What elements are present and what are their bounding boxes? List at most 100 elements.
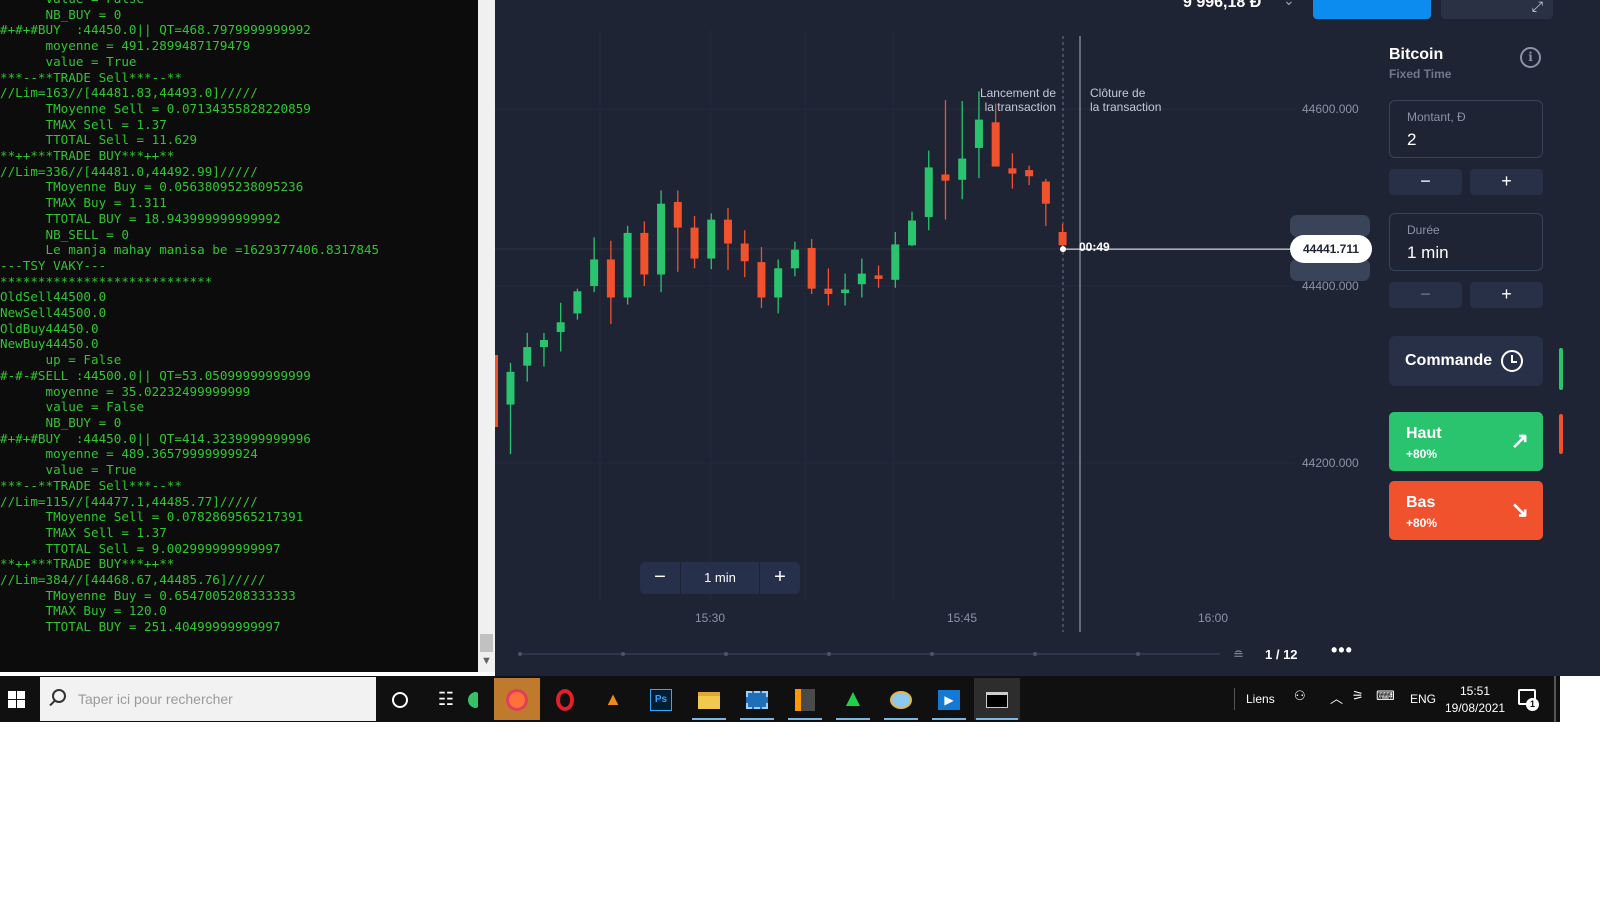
tray-separator bbox=[1234, 688, 1235, 710]
clock-date[interactable]: 19/08/2021 bbox=[1445, 701, 1506, 715]
info-icon[interactable]: i bbox=[1520, 47, 1541, 68]
candle-body bbox=[690, 227, 699, 259]
track-dot bbox=[621, 652, 625, 656]
amount-increase-button[interactable]: + bbox=[1470, 169, 1543, 195]
call-up-button[interactable]: Haut +80% ↗ bbox=[1389, 412, 1543, 471]
console-line: #+#+#BUY :44450.0|| QT=414.3239999999996 bbox=[0, 430, 311, 446]
console-line: ***--**TRADE Sell***--** bbox=[0, 477, 182, 493]
candle-body bbox=[1058, 232, 1067, 246]
file-explorer-icon[interactable] bbox=[688, 678, 730, 720]
asset-name[interactable]: Bitcoin bbox=[1389, 46, 1444, 63]
timeframe-value[interactable]: 1 min bbox=[680, 562, 760, 594]
duration-decrease-button[interactable]: − bbox=[1389, 282, 1462, 308]
chevron-up-icon[interactable]: ︿ bbox=[1330, 691, 1344, 706]
clock-time[interactable]: 15:51 bbox=[1460, 684, 1491, 698]
track-dot bbox=[1136, 652, 1140, 656]
show-desktop-button[interactable] bbox=[1554, 676, 1556, 722]
candle-body bbox=[623, 232, 632, 298]
price-tag-ghost bbox=[1290, 215, 1370, 237]
photoshop-icon[interactable]: Ps bbox=[640, 678, 682, 720]
chevron-down-icon[interactable]: ⌄ bbox=[1283, 0, 1295, 8]
candle-body bbox=[974, 119, 983, 148]
sublime-text-icon[interactable] bbox=[784, 678, 826, 720]
x-tick-label: 15:45 bbox=[947, 611, 978, 625]
people-icon[interactable]: ⚇ bbox=[1294, 688, 1306, 703]
console-line: **++***TRADE BUY***++** bbox=[0, 556, 175, 572]
close-line-label: Clôture de la transaction bbox=[1090, 86, 1161, 114]
paint-icon[interactable] bbox=[880, 678, 922, 720]
console-line: ---TSY VAKY--- bbox=[0, 257, 107, 273]
launch-label-line2: la transaction bbox=[984, 100, 1056, 114]
keyboard-icon[interactable]: ⌨ bbox=[1376, 688, 1395, 703]
network-icon[interactable]: ⚞ bbox=[1352, 688, 1364, 703]
duration-value[interactable]: 1 min bbox=[1407, 243, 1449, 262]
windows-start-icon[interactable] bbox=[0, 676, 38, 722]
candle-body bbox=[941, 174, 950, 181]
edge-indicator-red bbox=[1559, 414, 1563, 454]
candle-body bbox=[807, 247, 816, 289]
account-balance[interactable]: 9 996,18 Đ bbox=[1183, 0, 1262, 11]
account-menu-button[interactable]: ⤢ bbox=[1441, 0, 1553, 19]
price-tag-ghost bbox=[1290, 259, 1370, 281]
arrow-up-right-icon: ↗ bbox=[1510, 428, 1529, 453]
firefox-icon[interactable] bbox=[494, 678, 540, 720]
duration-field[interactable]: Durée 1 min bbox=[1389, 213, 1543, 271]
console-line: //Lim=336//[44481.0,44492.99]///// bbox=[0, 163, 258, 179]
console-line: TMoyenne Sell = 0.07134355828220859 bbox=[0, 100, 311, 116]
console-line: TMAX Sell = 1.37 bbox=[0, 116, 167, 132]
amount-value[interactable]: 2 bbox=[1407, 130, 1417, 149]
cortana-icon[interactable] bbox=[379, 678, 421, 720]
console-line: moyenne = 35.02232499999999 bbox=[0, 383, 251, 399]
terminal-icon[interactable] bbox=[974, 678, 1020, 720]
candle-body bbox=[924, 167, 933, 217]
console-line: OldSell44500.0 bbox=[0, 289, 107, 305]
task-view-icon[interactable]: ☷ bbox=[437, 689, 455, 709]
vlc-icon[interactable]: ▲ bbox=[604, 689, 622, 709]
candlestick-chart[interactable] bbox=[495, 0, 1375, 676]
video-editor-icon[interactable] bbox=[736, 678, 778, 720]
amount-field[interactable]: Montant, Đ 2 bbox=[1389, 100, 1543, 158]
search-placeholder: Taper ici pour rechercher bbox=[78, 691, 233, 707]
opera-icon[interactable] bbox=[544, 678, 586, 720]
edge-icon[interactable] bbox=[462, 678, 484, 720]
links-toolbar[interactable]: Liens bbox=[1246, 692, 1275, 706]
console-line: TTOTAL BUY = 18.943999999999992 bbox=[0, 210, 281, 226]
candle-body bbox=[857, 273, 866, 285]
candle-body bbox=[590, 259, 599, 286]
edge-indicator-green bbox=[1559, 348, 1563, 390]
scroll-down-arrow-icon[interactable]: ▼ bbox=[481, 655, 492, 667]
chart-area[interactable]: 9 996,18 Đ ⌄ ⤢ Lancement de la transacti… bbox=[495, 0, 1553, 676]
price-tag-stack bbox=[1290, 215, 1370, 281]
expand-arrows-icon[interactable]: ⤢ bbox=[1531, 0, 1543, 14]
deposit-button[interactable] bbox=[1313, 0, 1431, 19]
more-options-icon[interactable]: ••• bbox=[1331, 640, 1353, 660]
console-scrollbar[interactable]: ▼ bbox=[478, 0, 495, 672]
order-button[interactable]: Commande bbox=[1389, 336, 1543, 386]
candle-body bbox=[1041, 181, 1050, 204]
chart-scroll-track[interactable] bbox=[520, 653, 1220, 655]
media-player-icon[interactable]: ▶ bbox=[928, 678, 970, 720]
console-line: NewBuy44450.0 bbox=[0, 336, 99, 352]
taskbar-search-box[interactable]: Taper ici pour rechercher bbox=[40, 677, 376, 721]
duration-increase-button[interactable]: + bbox=[1470, 282, 1543, 308]
language-indicator[interactable]: ENG bbox=[1410, 692, 1437, 706]
candle-body bbox=[506, 371, 515, 405]
track-dot bbox=[930, 652, 934, 656]
console-line: TMoyenne Sell = 0.0782869565217391 bbox=[0, 509, 304, 525]
layers-icon[interactable]: ≘ bbox=[1233, 647, 1244, 662]
triangle-app-icon[interactable]: ▲ bbox=[832, 678, 874, 720]
zoom-in-button[interactable]: + bbox=[774, 566, 786, 588]
current-price-marker bbox=[1060, 246, 1066, 253]
scrollbar-thumb[interactable] bbox=[480, 634, 493, 652]
console-line: TTOTAL Sell = 9.002999999999997 bbox=[0, 540, 281, 556]
track-dot bbox=[724, 652, 728, 656]
candle-body bbox=[657, 203, 666, 275]
console-line: OldBuy44450.0 bbox=[0, 320, 99, 336]
zoom-out-button[interactable]: − bbox=[654, 566, 666, 588]
put-down-button[interactable]: Bas +80% ↘ bbox=[1389, 481, 1543, 540]
candle-body bbox=[891, 244, 900, 280]
console-line: #-#-#SELL :44500.0|| QT=53.0509999999999… bbox=[0, 367, 311, 383]
amount-decrease-button[interactable]: − bbox=[1389, 169, 1462, 195]
console-output: value = False NB_BUY = 0#+#+#BUY :44450.… bbox=[0, 0, 478, 635]
down-payout: +80% bbox=[1406, 516, 1438, 530]
